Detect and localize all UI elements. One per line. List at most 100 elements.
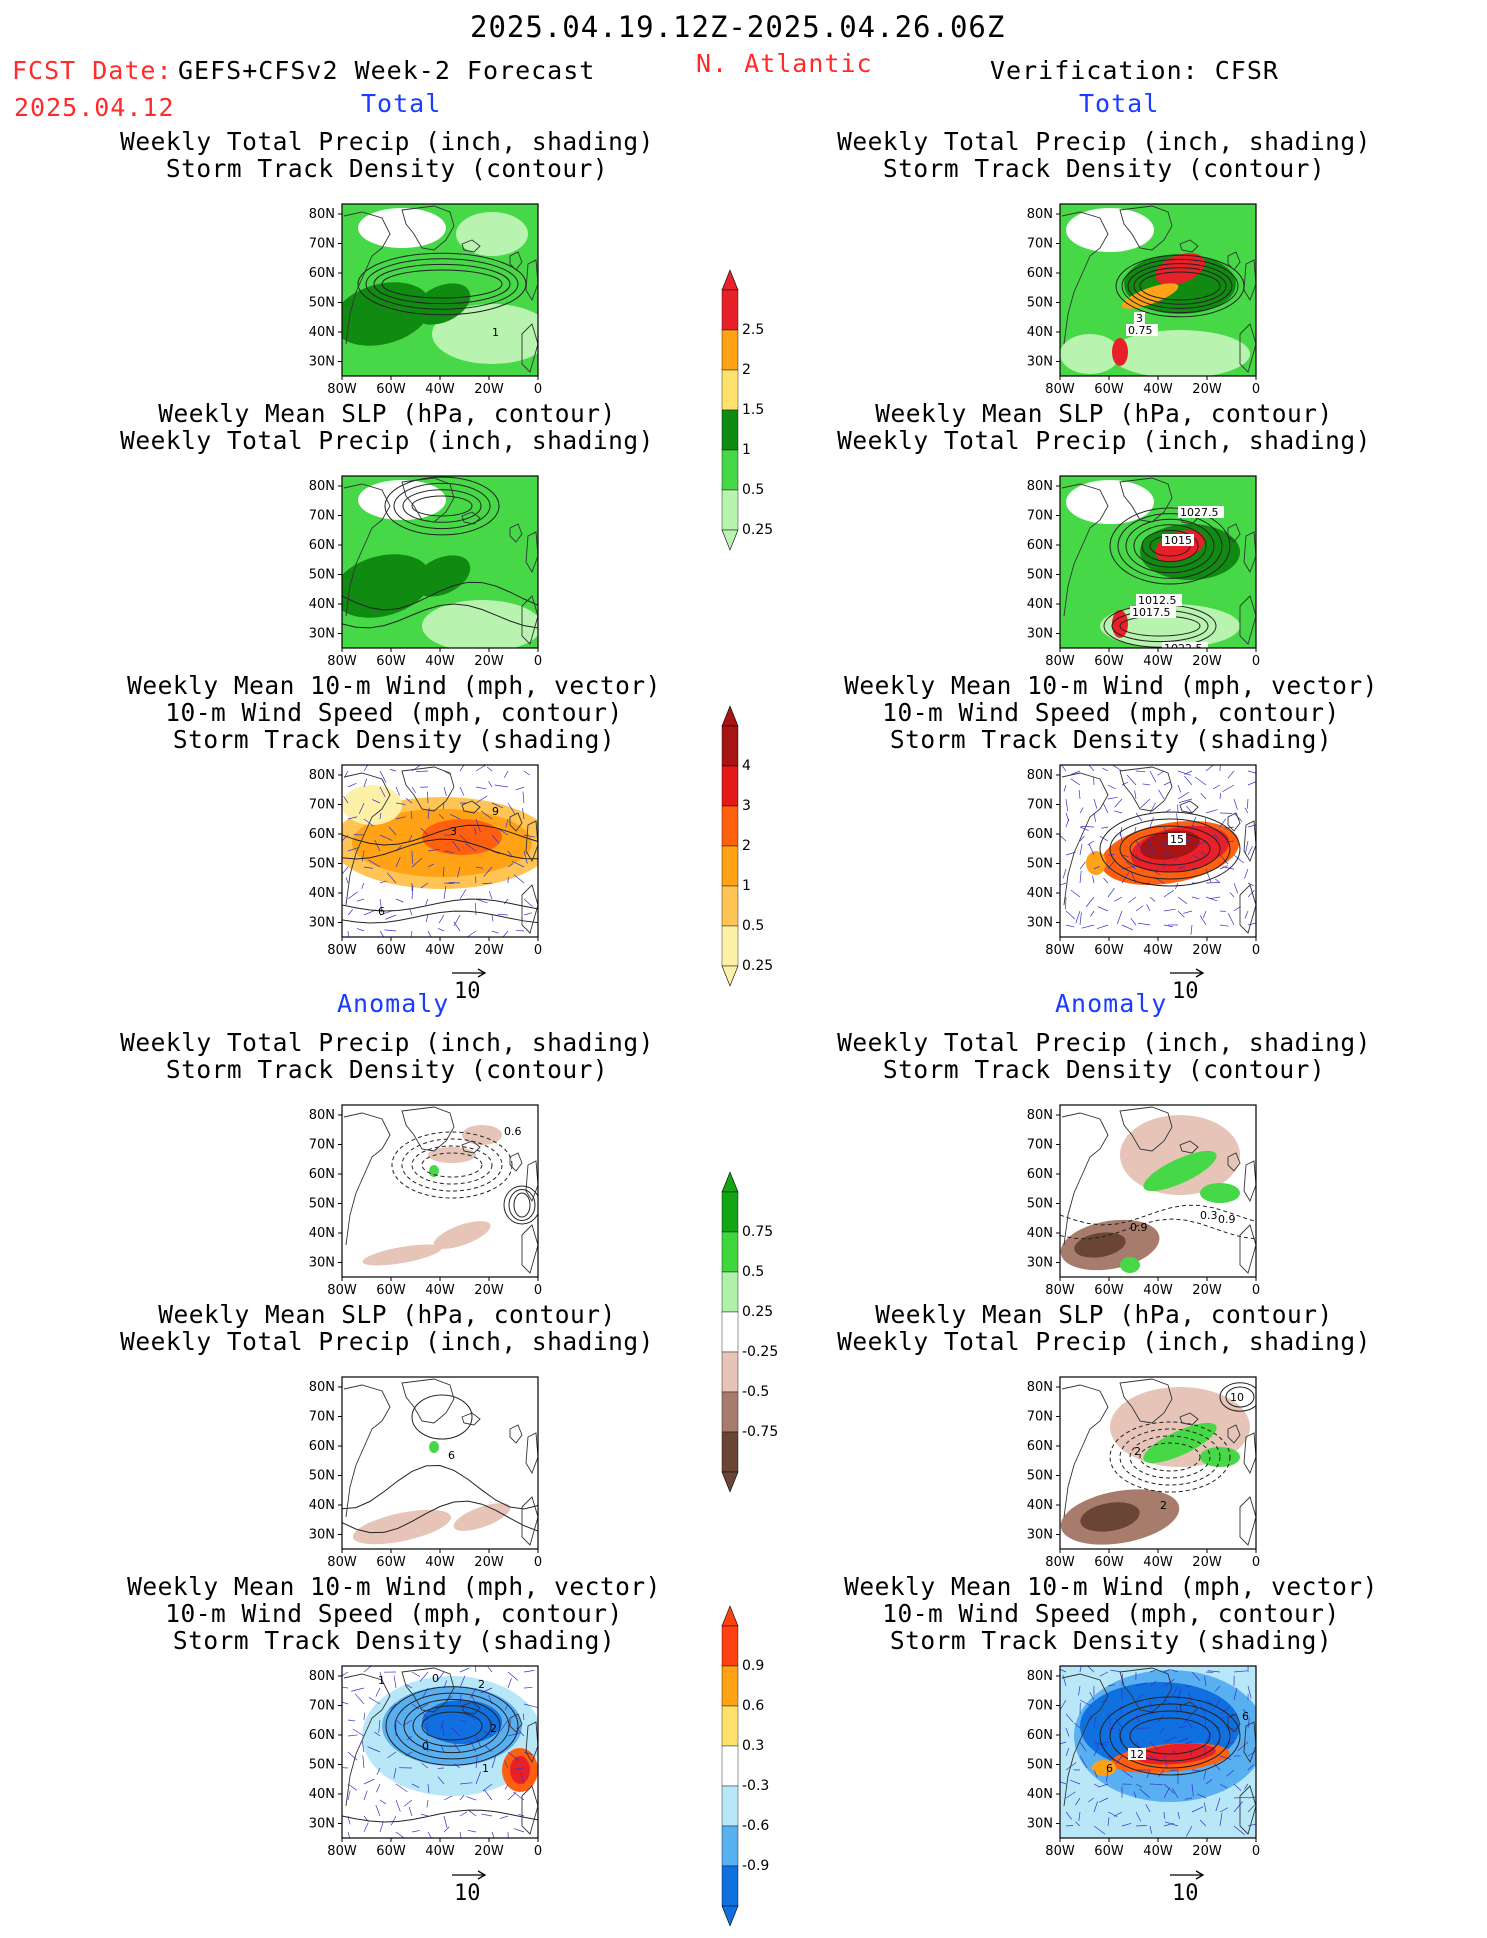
lon-tick-label: 80W (1045, 654, 1075, 669)
title-v-anom-slp: Weekly Mean SLP (hPa, contour)Weekly Tot… (837, 1301, 1371, 1355)
colorbar-swatch (722, 1232, 738, 1272)
contour-label: 0 (422, 1740, 429, 1753)
colorbar-swatch (722, 1192, 738, 1232)
lat-tick-label: 80N (309, 1108, 335, 1123)
lon-tick-label: 60W (376, 654, 406, 669)
contour-label: 1 (378, 1674, 385, 1687)
lon-tick-label: 60W (376, 1555, 406, 1570)
colorbar-swatch (722, 1666, 738, 1706)
colorbar-swatch (722, 290, 738, 330)
title-f-anom-precip: Weekly Total Precip (inch, shading)Storm… (120, 1029, 654, 1083)
lon-tick-label: 60W (1094, 1844, 1124, 1859)
greenland-dry (358, 480, 446, 520)
lat-tick-label: 60N (1027, 1728, 1053, 1743)
contour-label: 0.9 (1130, 1221, 1148, 1234)
colorbar-label: -0.9 (742, 1858, 769, 1874)
lon-tick-label: 40W (1143, 654, 1173, 669)
colorbar-swatch (722, 1626, 738, 1666)
colorbar-bottom-arrow (722, 1906, 738, 1926)
wet-anomaly (429, 1441, 439, 1453)
lat-tick-label: 70N (309, 798, 335, 813)
colorbar-swatch (722, 1352, 738, 1392)
lon-tick-label: 20W (474, 654, 504, 669)
vector-reference-v-total: 10 (1168, 964, 1208, 1004)
colorbar-swatch (722, 410, 738, 450)
lat-tick-label: 40N (1027, 1498, 1053, 1513)
title-f-anom-slp: Weekly Mean SLP (hPa, contour)Weekly Tot… (120, 1301, 654, 1355)
lat-tick-label: 70N (309, 237, 335, 252)
colorbar-label: 0.75 (742, 1224, 773, 1240)
colorbar-label: 1 (742, 442, 751, 458)
lat-tick-label: 60N (1027, 827, 1053, 842)
very-heavy-precip (1112, 338, 1128, 366)
lat-tick-label: 70N (1027, 1699, 1053, 1714)
contour-label: 2 (1134, 1445, 1141, 1458)
colorbar-swatch (722, 1432, 738, 1472)
colorbar-label: 2 (742, 362, 751, 378)
lon-tick-label: 0 (534, 943, 542, 958)
contour-label: 2 (490, 1722, 497, 1735)
colorbar-swatch (722, 1786, 738, 1826)
lon-tick-label: 0 (534, 1555, 542, 1570)
greenland-dry (358, 208, 446, 248)
lat-tick-label: 40N (1027, 1226, 1053, 1241)
colorbar-swatch (722, 450, 738, 490)
lon-tick-label: 20W (474, 943, 504, 958)
lat-tick-label: 70N (309, 1138, 335, 1153)
lat-tick-label: 40N (309, 597, 335, 612)
lat-tick-label: 40N (309, 1226, 335, 1241)
lon-tick-label: 0 (1252, 1555, 1260, 1570)
lat-tick-label: 30N (1027, 627, 1053, 642)
colorbar-label: 0.6 (742, 1698, 764, 1714)
lat-tick-label: 50N (1027, 1197, 1053, 1212)
lat-tick-label: 50N (1027, 1758, 1053, 1773)
contour-label: 1 (492, 326, 499, 339)
lat-tick-label: 30N (1027, 916, 1053, 931)
lat-tick-label: 50N (309, 857, 335, 872)
lon-tick-label: 60W (1094, 1555, 1124, 1570)
lon-tick-label: 80W (327, 943, 357, 958)
colorbar-swatch (722, 1312, 738, 1352)
map-field: 15 (1056, 761, 1259, 937)
colorbar-bottom-arrow (722, 1472, 738, 1492)
colorbar-svg: 0.90.60.3-0.3-0.6-0.9 (718, 1604, 788, 1934)
verification-total-label: Total (1079, 89, 1159, 118)
lat-tick-label: 70N (1027, 509, 1053, 524)
colorbar-label: 0.9 (742, 1658, 764, 1674)
lon-tick-label: 0 (1252, 654, 1260, 669)
contour-label: 0.75 (1128, 324, 1153, 337)
title-v-anom-precip: Weekly Total Precip (inch, shading)Storm… (837, 1029, 1371, 1083)
lon-tick-label: 0 (534, 654, 542, 669)
lat-tick-label: 40N (309, 1498, 335, 1513)
verification-label: Verification: CFSR (990, 56, 1279, 85)
colorbar-swatch (722, 1272, 738, 1312)
lat-tick-label: 80N (309, 768, 335, 783)
region-name: N. Atlantic (696, 49, 873, 78)
lat-tick-label: 50N (1027, 568, 1053, 583)
lat-tick-label: 50N (309, 1758, 335, 1773)
lat-tick-label: 60N (309, 1167, 335, 1182)
forecast-total-label: Total (361, 89, 441, 118)
contour-label: 1017.5 (1132, 606, 1171, 619)
colorbar-label: 0.3 (742, 1738, 764, 1754)
colorbar-svg: 2.521.510.50.25 (718, 268, 788, 558)
contour-label: 6 (1106, 1762, 1113, 1775)
lon-tick-label: 40W (425, 1555, 455, 1570)
colorbar-swatch (722, 806, 738, 846)
title-v-total-wind: Weekly Mean 10-m Wind (mph, vector)10-m … (844, 672, 1378, 753)
fcst-date-label: FCST Date: (12, 56, 173, 85)
lat-tick-label: 70N (1027, 1138, 1053, 1153)
title-f-anom-wind: Weekly Mean 10-m Wind (mph, vector)10-m … (127, 1573, 661, 1654)
wet-anomaly (1200, 1183, 1240, 1203)
